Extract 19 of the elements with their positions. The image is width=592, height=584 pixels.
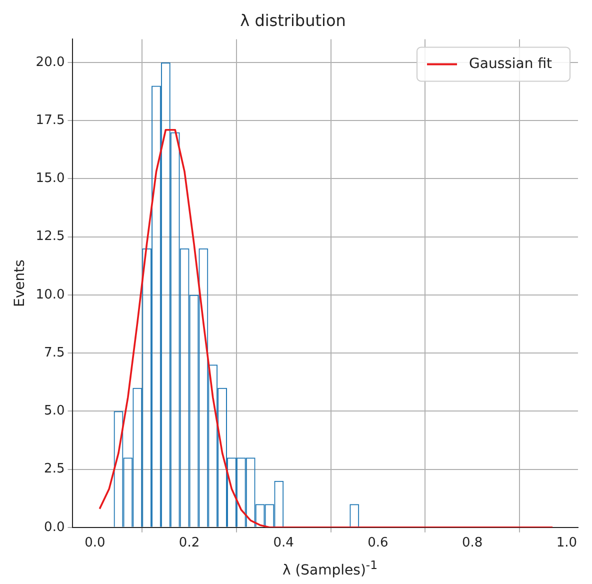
y-tick-label: 7.5	[44, 345, 65, 360]
y-tick-label: 12.5	[36, 229, 65, 244]
x-tick-label: 0.2	[178, 536, 200, 551]
x-tick-label: 0.4	[273, 536, 294, 551]
y-tick-label: 2.5	[44, 462, 65, 477]
y-tick-label: 10.0	[36, 287, 65, 302]
y-tick-label: 15.0	[36, 171, 65, 186]
x-axis-title: λ (Samples)$^{-1}$	[281, 557, 379, 581]
legend-label: Gaussian fit	[469, 56, 553, 72]
x-tick-label: 0.0	[84, 536, 106, 551]
x-tick-label: 1.0	[556, 536, 578, 551]
y-tick-label: 5.0	[44, 404, 65, 419]
x-tick-label: 0.6	[368, 536, 388, 551]
y-tick-label: 20.0	[36, 54, 65, 70]
y-axis-title: Events	[12, 260, 28, 308]
x-tick-label: 0.8	[462, 536, 483, 551]
chart-title: λ distribution	[240, 10, 346, 30]
y-tick-label: 17.5	[36, 112, 65, 128]
y-tick-label: 0.0	[44, 520, 65, 535]
